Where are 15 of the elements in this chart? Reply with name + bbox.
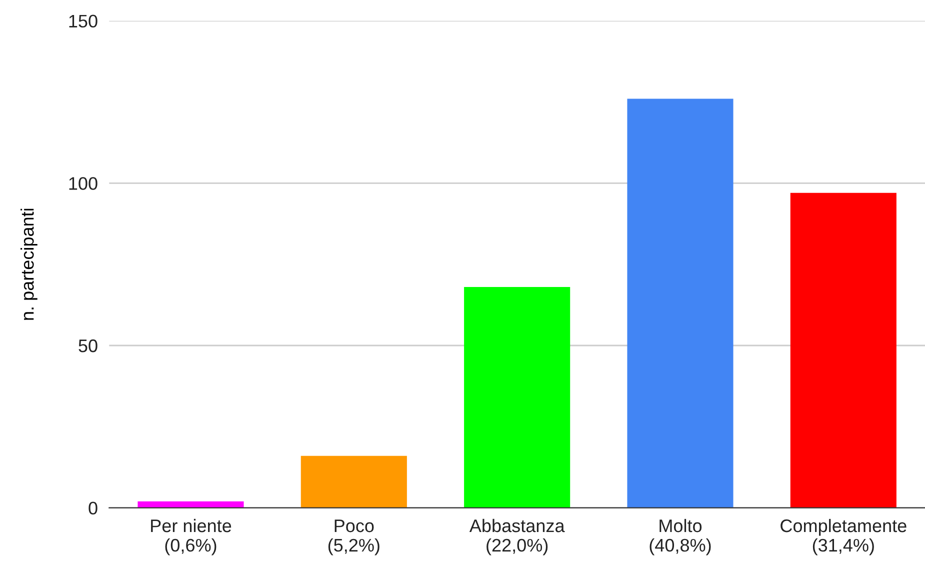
bar (300, 456, 407, 508)
x-tick-label: Molto (40,8%) (650, 518, 711, 556)
y-tick-label: 150 (69, 14, 98, 28)
bar (464, 287, 570, 508)
bar (790, 192, 896, 508)
y-tick-label: 100 (69, 177, 98, 190)
y-tick-label: 0 (88, 502, 98, 515)
x-tick-label: Abbastanza (22,0%) (469, 518, 565, 556)
x-tick-label: Completamente (31,4%) (780, 518, 906, 556)
bar (627, 98, 734, 508)
y-tick-label: 50 (78, 339, 98, 352)
y-axis-title: n. partecipanti (20, 208, 38, 320)
bar (138, 501, 244, 508)
x-tick-label: Poco (5,2%) (328, 520, 380, 556)
x-tick-label: Per niente (0,6%) (151, 518, 232, 556)
